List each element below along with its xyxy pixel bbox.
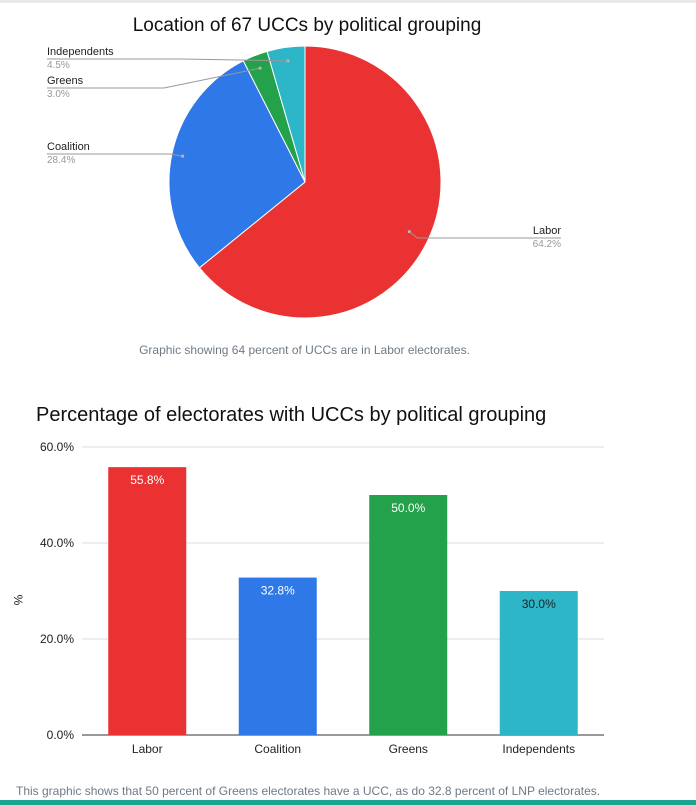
bar-value-label-coalition: 32.8%: [261, 584, 295, 598]
x-tick-label-labor: Labor: [132, 742, 163, 756]
pie-label-greens: Greens: [47, 75, 84, 87]
pie-chart: [168, 45, 442, 319]
pie-pct-independents: 4.5%: [47, 60, 70, 71]
pie-leader-line-labor: [409, 231, 561, 239]
pie-slice-labor: [198, 45, 442, 319]
pie-chart-title: Location of 67 UCCs by political groupin…: [133, 15, 482, 36]
x-tick-label-independents: Independents: [502, 742, 575, 756]
pie-pct-coalition: 28.4%: [47, 155, 75, 166]
y-tick-label-40: 40.0%: [40, 536, 74, 550]
bottom-divider: [0, 800, 696, 805]
pie-leader-line-coalition: [47, 153, 183, 157]
pie-label-independents: Independents: [47, 46, 114, 58]
pie-label-labor: Labor: [533, 225, 561, 237]
y-tick-label-60: 60.0%: [40, 440, 74, 454]
bar-coalition: [238, 577, 317, 735]
y-axis-label: %: [11, 595, 25, 606]
y-tick-label-20: 20.0%: [40, 632, 74, 646]
pie-pct-greens: 3.0%: [47, 89, 70, 100]
bar-chart: 55.8% Labor 32.8% Coalition 50.0% Greens 30.0%…: [108, 467, 578, 756]
bar-chart-title: Percentage of electorates with UCCs by p…: [36, 404, 546, 426]
bar-caption: This graphic shows that 50 percent of Gr…: [16, 784, 601, 798]
bar-value-label-independents: 30.0%: [522, 597, 556, 611]
top-divider: [0, 0, 696, 3]
pie-caption: Graphic showing 64 percent of UCCs are i…: [139, 343, 470, 357]
bar-value-label-greens: 50.0%: [391, 501, 425, 515]
pie-leader-line-greens: [47, 67, 261, 89]
pie-slice-independents: [266, 45, 306, 183]
x-tick-label-greens: Greens: [389, 742, 428, 756]
pie-leader-line-independents: [47, 58, 288, 62]
pie-pct-labor: 64.2%: [533, 239, 561, 250]
bar-value-label-labor: 55.8%: [130, 473, 164, 487]
y-tick-label-0: 0.0%: [47, 728, 75, 742]
pie-chart-labels: Labor 64.2% Coalition 28.4% Greens 3.0% Indepe…: [47, 46, 561, 250]
pie-leader-dot-independents: [286, 59, 290, 63]
bar-independents: [499, 591, 578, 735]
bar-labor: [108, 467, 187, 735]
pie-label-coalition: Coalition: [47, 141, 90, 153]
bar-greens: [369, 495, 448, 735]
x-tick-label-coalition: Coalition: [254, 742, 301, 756]
